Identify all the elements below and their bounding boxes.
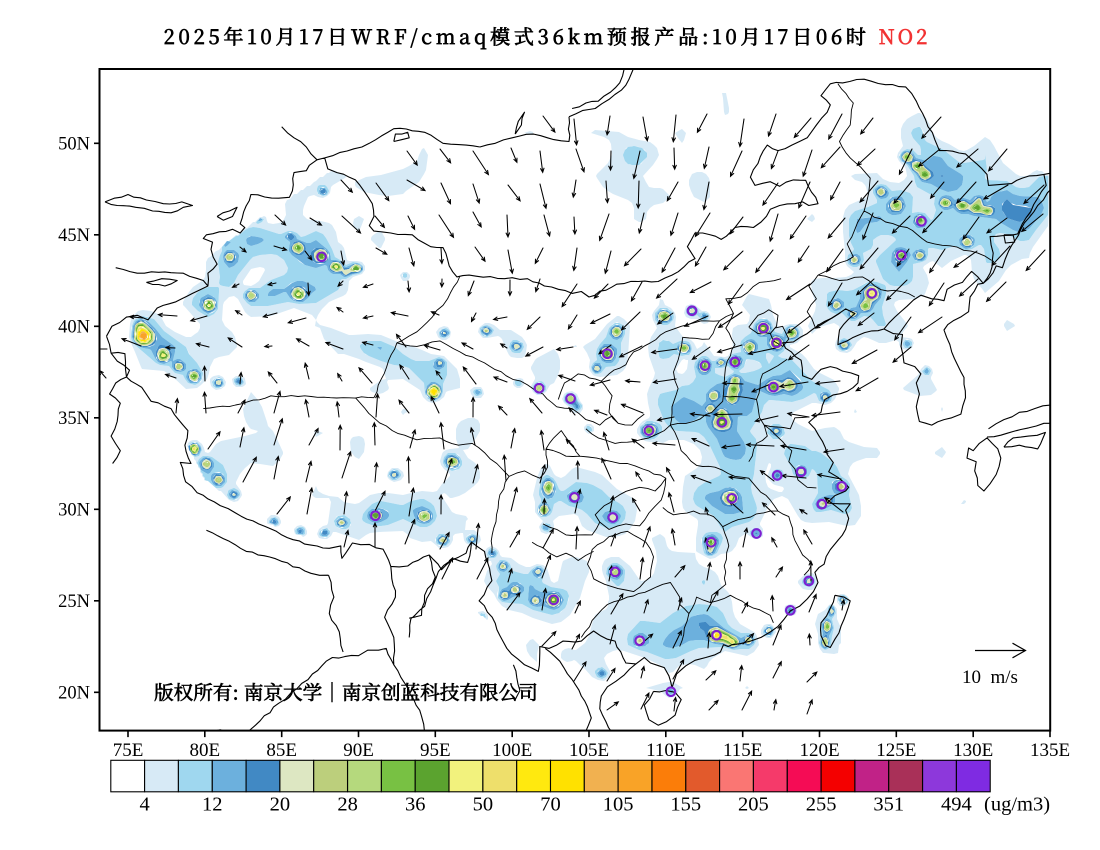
svg-text:120E: 120E <box>799 740 839 761</box>
svg-text:12: 12 <box>202 794 223 816</box>
svg-text:100E: 100E <box>492 740 532 761</box>
svg-text:35N: 35N <box>58 409 90 429</box>
svg-text:90E: 90E <box>343 740 374 761</box>
svg-text:105E: 105E <box>569 740 609 761</box>
svg-text:50: 50 <box>473 794 494 816</box>
svg-text:80E: 80E <box>189 740 220 761</box>
svg-text:25N: 25N <box>58 592 90 612</box>
svg-text:75E: 75E <box>113 740 144 761</box>
svg-text:20: 20 <box>270 794 291 816</box>
svg-text:70: 70 <box>540 794 561 816</box>
svg-text:95E: 95E <box>420 740 451 761</box>
svg-text:(ug/m3): (ug/m3) <box>984 794 1050 816</box>
svg-text:40N: 40N <box>58 318 90 338</box>
svg-text:20N: 20N <box>58 684 90 704</box>
svg-text:4: 4 <box>139 794 149 816</box>
svg-text:155: 155 <box>670 794 701 816</box>
svg-text:135E: 135E <box>1030 740 1070 761</box>
svg-text:130E: 130E <box>953 740 993 761</box>
svg-text:50N: 50N <box>58 135 90 155</box>
svg-text:105: 105 <box>603 794 634 816</box>
svg-text:36: 36 <box>405 794 426 816</box>
svg-text:255: 255 <box>806 794 837 816</box>
svg-text:28: 28 <box>337 794 358 816</box>
svg-text:115E: 115E <box>723 740 762 761</box>
svg-text:45N: 45N <box>58 226 90 246</box>
svg-text:110E: 110E <box>646 740 685 761</box>
svg-text:205: 205 <box>738 794 769 816</box>
svg-text:351: 351 <box>873 794 904 816</box>
svg-text:85E: 85E <box>266 740 297 761</box>
svg-text:30N: 30N <box>58 501 90 521</box>
svg-text:10 m/s: 10 m/s <box>962 667 1018 688</box>
svg-text:125E: 125E <box>876 740 916 761</box>
svg-text:494: 494 <box>941 794 972 816</box>
